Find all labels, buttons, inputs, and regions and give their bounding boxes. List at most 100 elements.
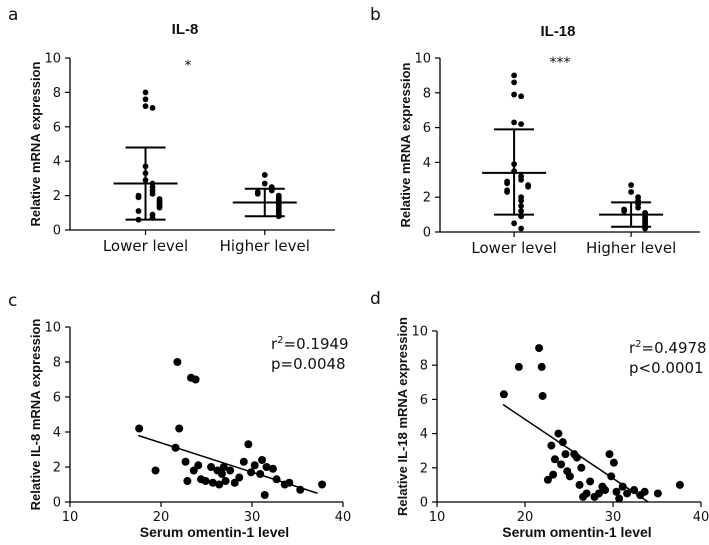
panel-a-dot-1-5: [254, 190, 261, 197]
panel-a-dot-0-1: [142, 96, 149, 103]
panel-d-point-31: [618, 482, 627, 491]
panel-d-point-0: [499, 390, 508, 399]
panel-a: a 0 2 4 6 8 10 IL-8 Relative mRNA expression * Lo…: [8, 5, 335, 255]
panel-c-letter: c: [8, 291, 17, 311]
panel-c-regression-line: [138, 434, 318, 494]
panel-d-point-18: [577, 463, 586, 472]
panel-b-y-tick-label-2: 4: [423, 156, 431, 171]
panel-b-y-label: Relative mRNA expression: [398, 62, 413, 227]
panel-a-category-label-0: Lower level: [103, 237, 188, 255]
panel-b-category-label-1: Higher level: [586, 239, 676, 257]
panel-a-dot-0-19: [135, 208, 142, 214]
panel-a-dot-0-10: [149, 190, 156, 197]
panel-c-point-24: [244, 440, 253, 449]
panel-b-y-tick-label-5: 10: [414, 52, 431, 67]
panel-b-title: IL-18: [540, 23, 575, 40]
panel-c-point-14: [208, 478, 217, 487]
panel-d-point-35: [640, 487, 649, 496]
panel-d-y-tick-label-3: 6: [420, 393, 428, 408]
panel-a-y-tick-label-1: 2: [53, 189, 61, 204]
panel-d-y-label: Relative IL-18 mRNA expression: [395, 317, 410, 516]
panel-d-point-1: [514, 362, 523, 371]
panel-d: d 0 2 4 6 8 10 10 20 30 40 Serum omentin-1 level Re…: [370, 289, 709, 540]
panel-d-point-30: [615, 494, 624, 503]
panel-b-significance: ***: [550, 55, 571, 71]
panel-c-y-tick-label-4: 8: [53, 356, 61, 371]
panel-a-y-tick-label-3: 6: [53, 120, 61, 135]
panel-c-y-tick-label-3: 6: [53, 391, 61, 406]
panel-a-dot-1-0: [261, 172, 268, 178]
panel-b-y-tick-label-0: 0: [423, 226, 431, 241]
panel-c-point-13: [207, 463, 216, 471]
panel-c-y-tick-label-2: 4: [53, 426, 61, 441]
panel-d-point-23: [594, 489, 603, 498]
panel-d-point-36: [653, 489, 662, 498]
panel-a-category-label-1: Higher level: [220, 237, 310, 255]
panel-b-letter: b: [370, 5, 381, 25]
panel-d-p-annotation: p<0.0001: [629, 359, 704, 377]
panel-c-point-17: [217, 470, 226, 478]
panel-a-y-tick-label-5: 10: [44, 52, 61, 67]
panel-a-dot-1-1: [261, 180, 268, 187]
panel-b-dot-0-5: [518, 121, 524, 128]
panel-c-point-12: [201, 477, 210, 485]
panel-b-dot-0-2: [511, 91, 517, 98]
panel-c-point-2: [173, 358, 182, 366]
panel-d-regression-line: [502, 403, 649, 503]
panel-b-y-tick-label-3: 6: [423, 121, 431, 136]
panel-d-x-label: Serum omentin-1 level: [502, 524, 651, 540]
panel-b-dot-0-15: [504, 189, 510, 195]
panel-b-dot-0-0: [511, 72, 517, 79]
panel-c-point-20: [226, 466, 235, 475]
panel-d-point-25: [601, 486, 610, 495]
panel-c-point-6: [183, 477, 192, 485]
panel-a-y-tick-label-0: 0: [53, 224, 61, 239]
panel-c-point-5: [181, 457, 190, 466]
panel-c-point-16: [215, 480, 224, 489]
panel-c-x-tick-label-2: 30: [244, 510, 261, 525]
panel-b-dot-0-11: [504, 180, 510, 187]
panel-d-point-28: [609, 458, 618, 467]
panel-c-point-19: [221, 477, 230, 485]
panel-d-point-37: [675, 480, 684, 489]
panel-b-dot-1-5: [635, 204, 641, 211]
panel-d-point-5: [543, 475, 552, 484]
panel-c-point-28: [258, 456, 267, 464]
panel-d-point-17: [575, 480, 584, 489]
panel-b-category-label-0: Lower level: [471, 239, 556, 257]
panel-c-point-21: [230, 478, 239, 487]
panel-c-point-8: [191, 375, 200, 384]
panel-b-dot-0-22: [518, 225, 524, 232]
panel-d-y-tick-label-2: 4: [420, 427, 428, 442]
panel-b-dot-1-7: [621, 208, 627, 215]
panel-c-x-tick-label-1: 20: [153, 510, 170, 525]
panel-a-letter: a: [8, 5, 18, 25]
panel-c-point-1: [151, 466, 160, 475]
panel-c-y-tick-label-0: 0: [53, 496, 61, 511]
panel-c-y-tick-label-5: 10: [44, 321, 61, 336]
panel-c-point-36: [318, 480, 327, 489]
panel-c-x-label: Serum omentin-1 level: [140, 524, 289, 540]
panel-c: c 0 2 4 6 8 10 10 20 30 40 Serum omentin-1 level Re…: [8, 291, 351, 540]
panel-d-y-tick-label-5: 10: [411, 325, 428, 340]
panel-a-dot-0-2: [142, 103, 149, 110]
panel-b-y-tick-label-1: 2: [423, 191, 431, 206]
panel-b-dot-0-4: [511, 119, 517, 126]
panel-d-point-8: [550, 455, 559, 464]
panel-d-point-6: [547, 441, 556, 450]
panel-d-y-tick-label-1: 2: [420, 461, 428, 476]
panel-c-x-tick-label-3: 40: [335, 510, 352, 525]
panel-c-point-31: [268, 464, 277, 473]
panel-c-point-23: [239, 457, 248, 466]
panel-d-point-12: [561, 450, 570, 459]
panel-c-point-10: [194, 461, 203, 470]
panel-a-dot-0-0: [142, 89, 149, 96]
panel-b-dot-0-18: [518, 203, 524, 209]
panel-d-y-tick-label-0: 0: [420, 496, 428, 511]
panel-b-dot-0-13: [525, 183, 531, 190]
panel-d-point-29: [612, 487, 621, 496]
panel-c-x-tick-label-0: 10: [62, 510, 79, 525]
panel-a-y-label: Relative mRNA expression: [28, 61, 43, 226]
panel-c-y-tick-label-1: 2: [53, 461, 61, 476]
